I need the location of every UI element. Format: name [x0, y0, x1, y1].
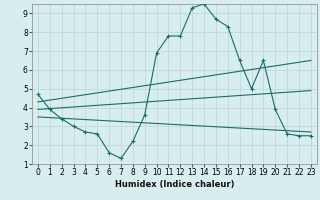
- X-axis label: Humidex (Indice chaleur): Humidex (Indice chaleur): [115, 180, 234, 189]
